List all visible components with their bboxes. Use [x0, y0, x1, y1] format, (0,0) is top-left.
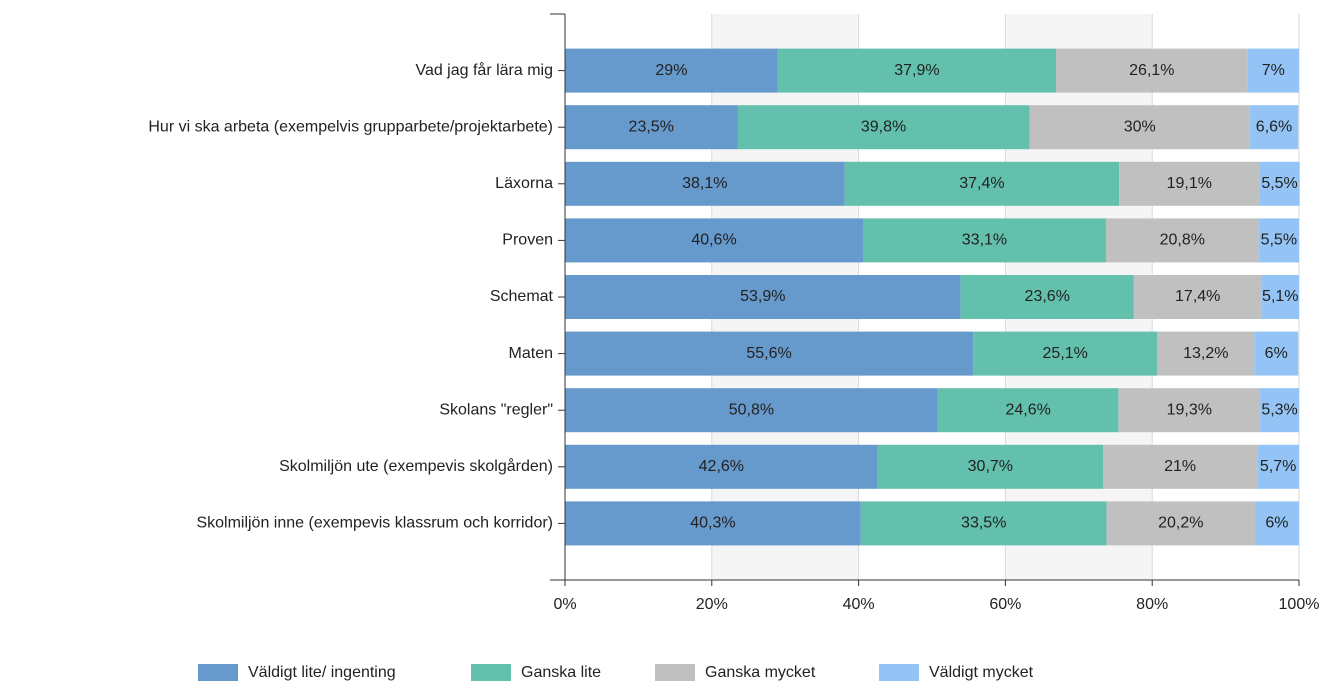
y-tick-label: Proven [502, 232, 553, 249]
data-label: 20,8% [1160, 232, 1205, 249]
data-label: 33,1% [962, 232, 1007, 249]
data-label: 53,9% [740, 288, 785, 305]
bar-segment [565, 275, 961, 319]
bar-segment [565, 501, 861, 546]
data-label: 50,8% [729, 401, 774, 418]
x-tick-label: 20% [696, 596, 728, 613]
legend-label: Ganska mycket [705, 664, 816, 681]
legend-swatch [471, 664, 511, 681]
data-label: 25,1% [1043, 345, 1088, 362]
data-label: 5,5% [1261, 175, 1297, 192]
bar-segment [737, 105, 1030, 150]
bar-segment [863, 218, 1106, 263]
data-label: 55,6% [746, 345, 791, 362]
data-label: 40,6% [691, 232, 736, 249]
data-label: 5,7% [1260, 458, 1296, 475]
data-label: 38,1% [682, 175, 727, 192]
data-label: 33,5% [961, 515, 1006, 532]
bar-segment [1249, 105, 1299, 150]
legend-label: Ganska lite [521, 664, 601, 681]
x-tick-label: 0% [553, 596, 576, 613]
y-tick-label: Schemat [490, 288, 554, 305]
y-tick-label: Läxorna [495, 175, 553, 192]
data-label: 7% [1262, 62, 1285, 79]
legend-swatch [879, 664, 919, 681]
data-label: 5,3% [1261, 401, 1297, 418]
bar-segment [1105, 218, 1259, 263]
bar-segment [565, 218, 864, 263]
data-label: 30,7% [968, 458, 1013, 475]
data-label: 5,5% [1261, 232, 1297, 249]
bar-segment [1103, 444, 1258, 489]
data-label: 6,6% [1256, 118, 1292, 135]
y-tick-label: Skolmiljön inne (exempevis klassrum och … [196, 515, 553, 532]
bar-segment [1133, 275, 1262, 319]
bar-segment [565, 105, 738, 150]
bar-segment [1254, 331, 1299, 376]
data-label: 13,2% [1183, 345, 1228, 362]
bar-segment [844, 161, 1120, 206]
data-label: 26,1% [1129, 62, 1174, 79]
bar-segment [565, 331, 974, 376]
legend-swatch [655, 664, 695, 681]
data-label: 20,2% [1158, 515, 1203, 532]
bar-segment [937, 388, 1119, 433]
data-label: 30% [1124, 118, 1156, 135]
legend-label: Väldigt lite/ ingenting [248, 664, 396, 681]
bar-segment [1258, 218, 1299, 263]
bar-segment [960, 275, 1134, 319]
data-label: 5,1% [1262, 288, 1298, 305]
data-label: 6% [1265, 345, 1288, 362]
bar-segment [877, 444, 1104, 489]
data-label: 29% [655, 62, 687, 79]
bar-segment [973, 331, 1158, 376]
x-tick-label: 60% [989, 596, 1021, 613]
bar-segment [1157, 331, 1255, 376]
bar-segment [1259, 161, 1300, 206]
bar-segment [565, 444, 878, 489]
bar-segment [1106, 501, 1255, 546]
bar-segment [1257, 444, 1299, 489]
y-tick-label: Hur vi ska arbeta (exempelvis grupparbet… [148, 118, 553, 135]
bar-segment [1029, 105, 1250, 150]
x-tick-label: 40% [843, 596, 875, 613]
bar-segment [1261, 275, 1299, 319]
x-tick-label: 80% [1136, 596, 1168, 613]
data-label: 21% [1164, 458, 1196, 475]
data-label: 37,9% [894, 62, 939, 79]
bar-segment [1260, 388, 1299, 433]
bar-segment [860, 501, 1107, 546]
bar-segment [777, 48, 1057, 93]
bar-segment [1119, 161, 1260, 206]
data-label: 17,4% [1175, 288, 1220, 305]
y-tick-label: Maten [509, 345, 553, 362]
y-tick-label: Skolmiljön ute (exempevis skolgården) [279, 457, 553, 475]
bar-segment [1056, 48, 1248, 93]
bar-segment [565, 48, 778, 93]
x-tick-label: 100% [1279, 596, 1320, 613]
data-label: 19,1% [1167, 175, 1212, 192]
bar-segment [1254, 501, 1299, 546]
y-tick-label: Skolans "regler" [439, 401, 553, 418]
data-label: 39,8% [861, 118, 906, 135]
legend-label: Väldigt mycket [929, 664, 1034, 681]
data-label: 23,5% [629, 118, 674, 135]
bar-segment [565, 388, 938, 433]
data-label: 23,6% [1025, 288, 1070, 305]
bar-segment [1118, 388, 1261, 433]
bar-segment [1247, 48, 1299, 93]
data-label: 19,3% [1167, 401, 1212, 418]
data-label: 40,3% [690, 515, 735, 532]
legend-swatch [198, 664, 238, 681]
data-label: 24,6% [1005, 401, 1050, 418]
data-label: 42,6% [699, 458, 744, 475]
y-tick-label: Vad jag får lära mig [415, 61, 553, 79]
data-label: 6% [1265, 515, 1288, 532]
bar-segment [565, 161, 845, 206]
data-label: 37,4% [959, 175, 1004, 192]
